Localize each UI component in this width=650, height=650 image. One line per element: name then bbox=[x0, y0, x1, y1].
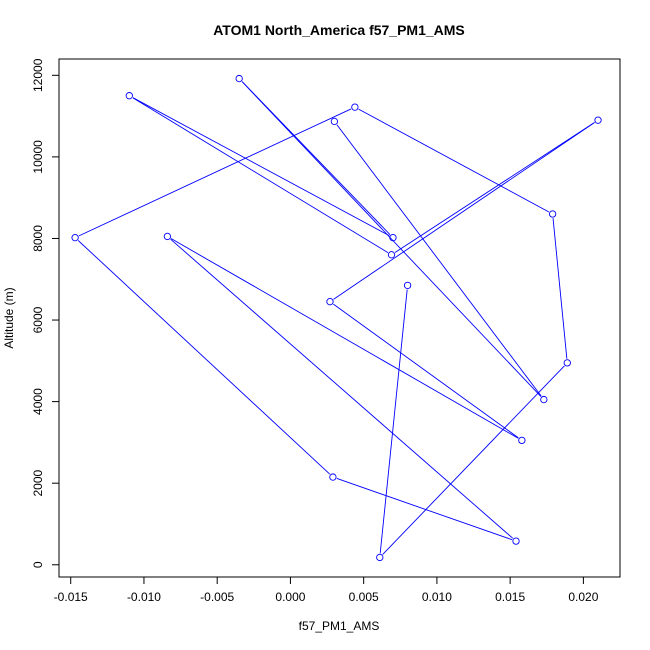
data-point bbox=[548, 210, 557, 218]
data-point bbox=[512, 537, 520, 545]
chart-title: ATOM1 North_America f57_PM1_AMS bbox=[213, 22, 465, 38]
series-line-segment bbox=[132, 97, 389, 253]
series-line-segment bbox=[132, 97, 390, 237]
y-tick-label: 12000 bbox=[31, 58, 45, 92]
data-point bbox=[351, 103, 359, 111]
x-tick-label: 0.015 bbox=[495, 590, 525, 604]
series-line-segment bbox=[333, 303, 519, 439]
data-point bbox=[125, 92, 133, 100]
data-point bbox=[389, 233, 397, 242]
y-tick-label: 4000 bbox=[31, 388, 45, 415]
data-point bbox=[376, 553, 384, 562]
data-point bbox=[563, 359, 571, 367]
y-axis: 0 2000 4000 6000 8000 10000 12000 bbox=[31, 58, 60, 568]
x-axis: -0.015 -0.010 -0.005 0.000 0.005 0.010 0.015 0.… bbox=[54, 576, 599, 604]
y-tick-label: 10000 bbox=[31, 140, 45, 174]
series-line-segment bbox=[379, 289, 408, 554]
x-tick-label: 0.005 bbox=[349, 590, 379, 604]
data-point bbox=[326, 298, 334, 306]
series-line-segment bbox=[170, 238, 514, 539]
data-point bbox=[329, 473, 337, 481]
y-tick-label: 8000 bbox=[31, 225, 45, 252]
data-point bbox=[518, 436, 526, 445]
data-point bbox=[235, 74, 243, 83]
series-line-segment bbox=[333, 122, 595, 300]
x-tick-label: -0.010 bbox=[127, 590, 161, 604]
x-tick-label: 0.010 bbox=[422, 590, 452, 604]
y-tick-label: 2000 bbox=[31, 470, 45, 497]
x-tick-label: 0.000 bbox=[275, 590, 305, 604]
data-point bbox=[594, 116, 602, 124]
x-axis-label: f57_PM1_AMS bbox=[299, 619, 380, 633]
x-tick-label: 0.020 bbox=[568, 590, 598, 604]
series-line-segment bbox=[394, 122, 595, 253]
data-point bbox=[330, 117, 339, 126]
data-point bbox=[163, 232, 172, 241]
data-point bbox=[540, 395, 548, 404]
series-line-segment bbox=[336, 124, 542, 397]
series-line-segment bbox=[241, 81, 542, 397]
y-axis-label: Altitude (m) bbox=[2, 287, 16, 348]
plot-area-border bbox=[58, 58, 621, 578]
series-line-segment bbox=[552, 218, 568, 359]
x-tick-label: -0.015 bbox=[54, 590, 88, 604]
series-line-segment bbox=[77, 240, 331, 475]
x-tick-label: -0.005 bbox=[200, 590, 234, 604]
series-line-segment bbox=[358, 108, 550, 213]
series-line-segment bbox=[170, 238, 519, 439]
data-point bbox=[403, 281, 412, 290]
series-lines bbox=[77, 81, 595, 555]
data-point bbox=[71, 233, 79, 242]
y-tick-label: 0 bbox=[31, 561, 45, 568]
series-points bbox=[71, 74, 602, 562]
series-line-segment bbox=[382, 365, 565, 555]
series-line-segment bbox=[78, 108, 352, 237]
data-point bbox=[387, 251, 396, 259]
series-line-segment bbox=[336, 478, 513, 541]
y-tick-label: 6000 bbox=[31, 306, 45, 333]
